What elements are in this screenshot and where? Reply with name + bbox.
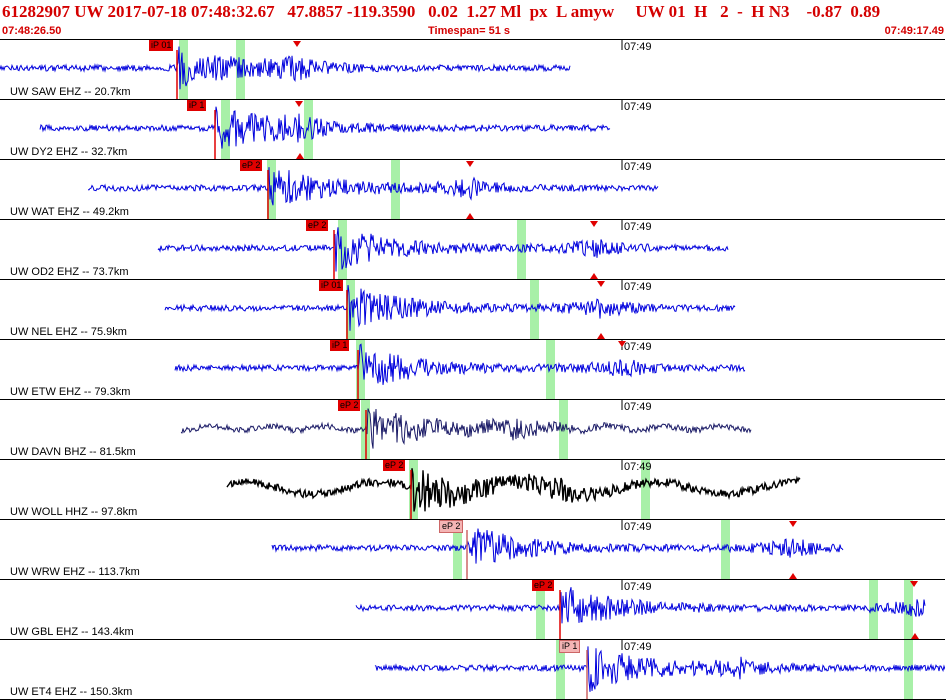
trace-plot (226, 460, 801, 519)
waveform-trace (157, 227, 729, 272)
station-label: UW ET4 EHZ -- 150.3km (10, 686, 133, 698)
pick-label[interactable]: eP 2 (383, 460, 406, 471)
waveform-trace (164, 285, 736, 331)
trace-panel[interactable]: eP 2 07:49 UW WOLL HHZ -- 97.8km (0, 459, 945, 519)
trace-plot (180, 400, 752, 459)
station-label: UW GBL EHZ -- 143.4km (10, 626, 134, 638)
s-marker-top-icon[interactable] (293, 41, 301, 47)
trace-panel[interactable]: eP 2 07:49 UW GBL EHZ -- 143.4km (0, 579, 945, 639)
time-tick-label: 07:49 (624, 401, 652, 413)
s-marker-top-icon[interactable] (789, 521, 797, 527)
trace-plot (157, 220, 729, 279)
station-label: UW WOLL HHZ -- 97.8km (10, 506, 138, 518)
analysis-window (904, 580, 913, 639)
trace-panel[interactable]: eP 2 07:49 UW DAVN BHZ -- 81.5km (0, 399, 945, 459)
pick-label[interactable]: eP 2 (338, 400, 361, 411)
trace-panel[interactable]: iP 1 07:49 UW ETW EHZ -- 79.3km (0, 339, 945, 399)
analysis-window (530, 280, 539, 339)
trace-plot (0, 40, 623, 99)
start-time: 07:48:26.50 (2, 25, 62, 37)
analysis-window (356, 340, 365, 399)
pick-label[interactable]: iP 01 (149, 40, 174, 51)
s-marker-bottom-icon[interactable] (296, 153, 304, 159)
s-marker-top-icon[interactable] (618, 341, 626, 347)
s-marker-top-icon[interactable] (910, 581, 918, 587)
s-marker-bottom-icon[interactable] (789, 573, 797, 579)
time-tick-label: 07:49 (624, 41, 652, 53)
s-marker-bottom-icon[interactable] (911, 633, 919, 639)
analysis-window (536, 580, 545, 639)
s-marker-top-icon[interactable] (590, 221, 598, 227)
waveform-trace (39, 106, 611, 149)
trace-panel[interactable]: iP 1 07:49 UW DY2 EHZ -- 32.7km (0, 99, 945, 159)
pick-label[interactable]: eP 2 (439, 520, 464, 533)
analysis-window (546, 340, 555, 399)
s-marker-top-icon[interactable] (295, 101, 303, 107)
time-tick-label: 07:49 (624, 161, 652, 173)
time-tick-label: 07:49 (624, 461, 652, 473)
pick-label[interactable]: eP 2 (306, 220, 329, 231)
station-label: UW WAT EHZ -- 49.2km (10, 206, 129, 218)
waveform-trace (174, 343, 746, 385)
analysis-window (517, 220, 526, 279)
trace-plot (164, 280, 736, 339)
time-tick-label: 07:49 (624, 641, 652, 653)
end-time: 07:49:17.49 (884, 25, 944, 37)
station-label: UW NEL EHZ -- 75.9km (10, 326, 127, 338)
analysis-window (556, 640, 565, 699)
s-marker-top-icon[interactable] (597, 281, 605, 287)
time-tick-label: 07:49 (624, 221, 652, 233)
s-marker-top-icon[interactable] (466, 161, 474, 167)
analysis-window (641, 460, 650, 519)
event-header: 61282907 UW 2017-07-18 07:48:32.67 47.88… (0, 0, 946, 40)
s-marker-bottom-icon[interactable] (590, 273, 598, 279)
station-label: UW OD2 EHZ -- 73.7km (10, 266, 129, 278)
timespan-label: Timespan= 51 s (428, 25, 511, 37)
pick-label[interactable]: iP 1 (559, 640, 581, 653)
trace-panel[interactable]: eP 2 07:49 UW WAT EHZ -- 49.2km (0, 159, 945, 219)
s-marker-bottom-icon[interactable] (466, 213, 474, 219)
pick-label[interactable]: eP 2 (532, 580, 555, 591)
time-tick-label: 07:49 (624, 521, 652, 533)
station-label: UW DAVN BHZ -- 81.5km (10, 446, 136, 458)
waveform-trace (374, 646, 945, 692)
station-label: UW ETW EHZ -- 79.3km (10, 386, 131, 398)
analysis-window (721, 520, 730, 579)
time-tick-label: 07:49 (624, 581, 652, 593)
trace-plot (374, 640, 945, 699)
waveform-trace (180, 408, 752, 449)
s-marker-bottom-icon[interactable] (597, 333, 605, 339)
event-title: 61282907 UW 2017-07-18 07:48:32.67 47.88… (2, 2, 881, 21)
waveform-trace (226, 468, 801, 512)
trace-plot (39, 100, 623, 159)
pick-label[interactable]: iP 01 (319, 280, 344, 291)
analysis-window (338, 220, 347, 279)
time-tick-label: 07:49 (624, 341, 652, 353)
trace-panel[interactable]: iP 1 07:49 UW ET4 EHZ -- 150.3km (0, 639, 945, 699)
trace-plot (271, 520, 844, 579)
trace-plot (174, 340, 746, 399)
time-tick-label: 07:49 (624, 101, 652, 113)
station-label: UW SAW EHZ -- 20.7km (10, 86, 131, 98)
station-label: UW WRW EHZ -- 113.7km (10, 566, 140, 578)
trace-panel[interactable]: iP 01 07:49 UW NEL EHZ -- 75.9km (0, 279, 945, 339)
waveform-trace (271, 528, 844, 564)
waveform-trace (87, 167, 659, 206)
trace-panel[interactable]: iP 01 07:49 UW SAW EHZ -- 20.7km (0, 39, 945, 99)
trace-panel[interactable]: eP 2 07:49 UW WRW EHZ -- 113.7km (0, 519, 945, 579)
station-label: UW DY2 EHZ -- 32.7km (10, 146, 128, 158)
pick-label[interactable]: eP 2 (240, 160, 263, 171)
pick-label[interactable]: iP 1 (187, 100, 207, 111)
waveform-trace (0, 46, 571, 90)
waveform-trace (355, 587, 926, 624)
trace-plot (87, 160, 659, 219)
time-tick-label: 07:49 (624, 281, 652, 293)
pick-label[interactable]: iP 1 (330, 340, 350, 351)
trace-panel[interactable]: eP 2 07:49 UW OD2 EHZ -- 73.7km (0, 219, 945, 279)
trace-plot (355, 580, 926, 639)
